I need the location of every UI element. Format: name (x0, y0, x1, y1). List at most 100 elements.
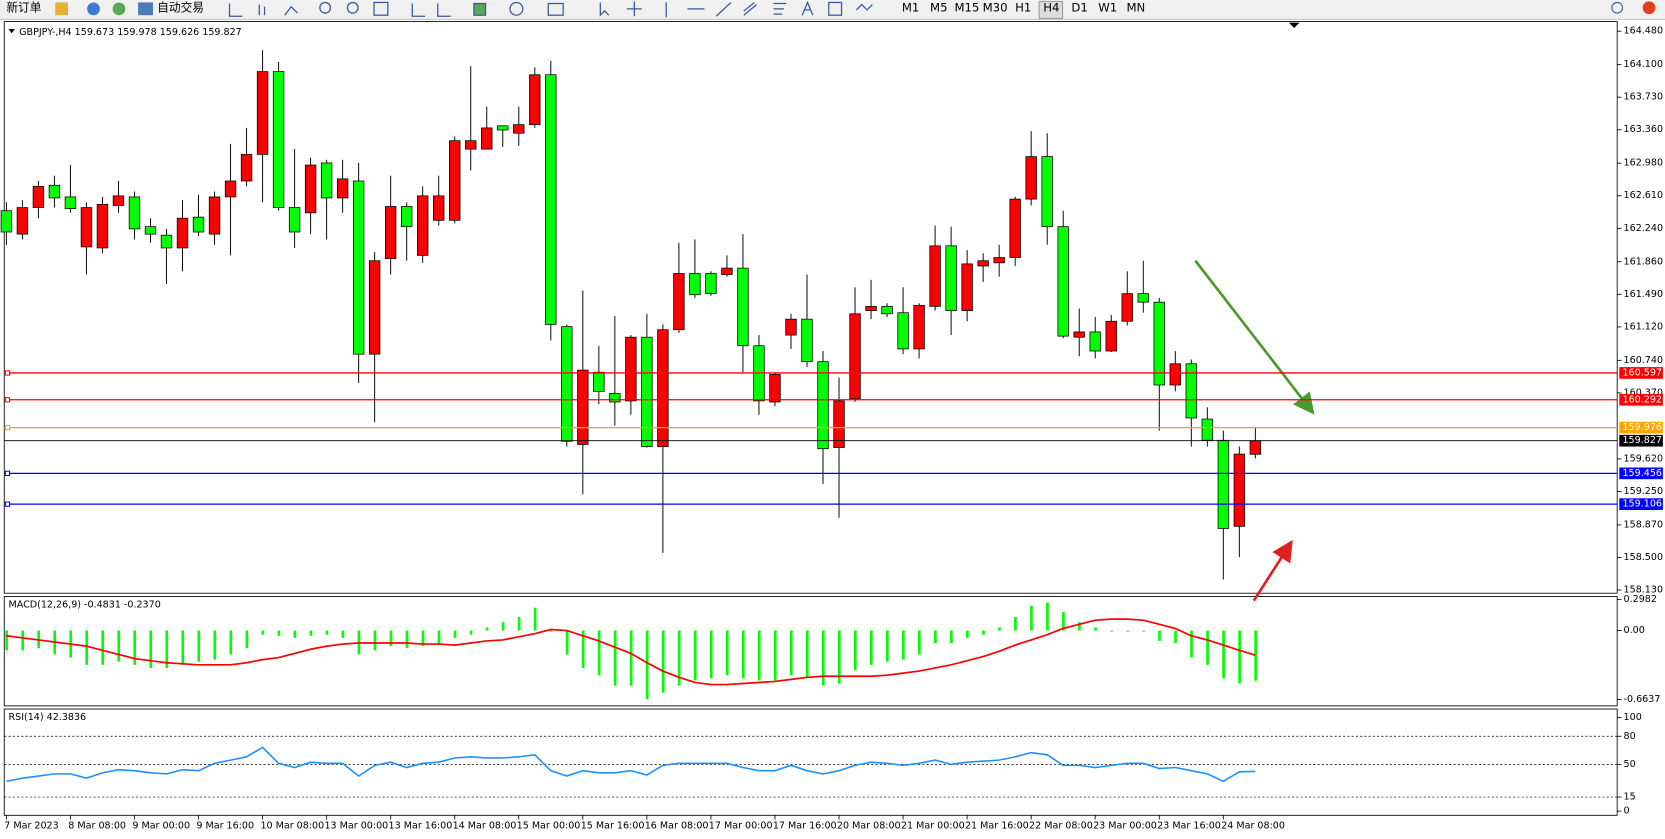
candle-body (32, 185, 45, 208)
toolbar-icon[interactable] (258, 4, 266, 16)
timeframe-button[interactable]: M15 (954, 0, 979, 14)
y-tick-label: 0.2982 (1624, 594, 1657, 605)
macd-bar (453, 630, 457, 638)
x-tick-label: 21 Mar 00:00 (901, 820, 965, 831)
level-handle (4, 397, 11, 403)
candle-body (529, 74, 541, 126)
rsi-title: RSI(14) 42.3836 (9, 712, 87, 723)
toolbar-icon[interactable] (855, 3, 873, 11)
macd-bar (773, 630, 777, 681)
timeframe-button[interactable]: H1 (1015, 0, 1031, 14)
header-open: 159.673 (75, 27, 114, 38)
y-tick-label: 0 (1624, 806, 1630, 817)
macd-bar (341, 630, 345, 638)
candle-body (112, 195, 125, 206)
candle-body (897, 312, 909, 350)
toolbar-icon[interactable] (509, 1, 524, 16)
macd-bar (885, 630, 889, 662)
macd-bar (1078, 622, 1081, 631)
alert-icon[interactable] (1642, 1, 1656, 15)
candle-body (272, 71, 285, 208)
macd-bar (725, 630, 729, 676)
toolbar-icon[interactable] (626, 1, 642, 17)
toolbar-icon[interactable] (715, 1, 732, 17)
macd-bar (869, 630, 873, 665)
macd-bar (277, 630, 281, 636)
macd-bar (373, 630, 377, 651)
candle-body (224, 180, 237, 198)
auto-trading-button[interactable]: 自动交易 (157, 0, 204, 14)
toolbar-icon[interactable] (284, 5, 298, 16)
macd-bar (485, 627, 489, 631)
y-tick-label: 160.370 (1624, 387, 1663, 398)
candle-body (1153, 301, 1165, 386)
macd-bar (1030, 605, 1033, 631)
toolbar-tools (228, 0, 873, 18)
macd-bar (293, 630, 297, 638)
toolbar-icon[interactable] (473, 2, 487, 16)
new-order-button[interactable]: 新订单 (6, 0, 41, 14)
toolbar: 新订单 自动交易 M (0, 0, 1665, 20)
candle-body (1249, 440, 1262, 455)
toolbar-icon[interactable] (228, 3, 243, 17)
candle-body (881, 306, 893, 315)
up-arrow-annotation (1252, 539, 1293, 602)
rsi-line (6, 746, 1256, 783)
toolbar-icon[interactable] (743, 1, 757, 16)
timeframe-button[interactable]: D1 (1071, 0, 1087, 14)
toolbar-icon[interactable] (828, 1, 843, 16)
level-handle (4, 501, 11, 507)
macd-bar (998, 627, 1001, 631)
candle-body (481, 127, 493, 150)
y-tick-label: 162.980 (1624, 158, 1663, 169)
toolbar-icon[interactable] (346, 1, 359, 14)
timeframe-button[interactable]: H4 (1043, 0, 1059, 14)
header-low: 159.626 (160, 27, 199, 38)
level-label-bg (1619, 393, 1663, 406)
macd-bar (229, 630, 233, 655)
toolbar-icon[interactable] (773, 2, 787, 15)
header-close: 159.827 (202, 27, 241, 38)
y-tick-label: 163.360 (1624, 124, 1663, 135)
timeframe-button[interactable]: MN (1126, 0, 1145, 14)
candle-body (705, 273, 717, 295)
toolbar-icon[interactable] (411, 3, 426, 17)
timeframe-button[interactable]: M1 (902, 0, 920, 14)
candle-body (1201, 418, 1213, 441)
macd-bar (677, 630, 681, 686)
toolbar-icon[interactable] (87, 2, 100, 16)
toolbar-icon[interactable] (599, 2, 610, 17)
toolbar-icon[interactable] (55, 2, 69, 16)
macd-bar (1142, 630, 1145, 632)
candle-body (929, 245, 941, 307)
toolbar-icon[interactable] (112, 2, 126, 16)
macd-bar (1158, 630, 1161, 641)
x-tick-label: 15 Mar 00:00 (517, 820, 581, 831)
macd-bar (613, 630, 617, 686)
macd-bar (1254, 630, 1257, 681)
timeframe-button[interactable]: W1 (1098, 0, 1117, 14)
toolbar-icon[interactable] (373, 1, 389, 16)
auto-trading-icon[interactable] (138, 2, 154, 16)
toolbar-icon[interactable] (437, 3, 451, 17)
candle-body (1121, 293, 1133, 322)
current-price-label: 159.827 (1622, 435, 1661, 446)
toolbar-icon[interactable] (801, 0, 814, 16)
macd-bar (101, 630, 105, 665)
toolbar-icon[interactable] (547, 2, 564, 16)
toolbar-icon[interactable] (319, 1, 332, 14)
candle-body (176, 217, 189, 249)
macd-bar (133, 630, 137, 665)
y-tick-label: 161.120 (1624, 321, 1663, 332)
candle-body (1025, 156, 1037, 200)
macd-bar (517, 617, 521, 631)
timeframe-button[interactable]: M5 (930, 0, 948, 14)
search-icon[interactable] (1611, 1, 1624, 14)
candle-body (449, 140, 461, 221)
y-tick-label: -0.6637 (1624, 694, 1661, 705)
y-tick-label: 158.130 (1624, 585, 1663, 596)
timeframe-button[interactable]: M30 (983, 0, 1008, 14)
candle-body (545, 74, 557, 325)
y-tick-label: 161.490 (1624, 289, 1663, 300)
